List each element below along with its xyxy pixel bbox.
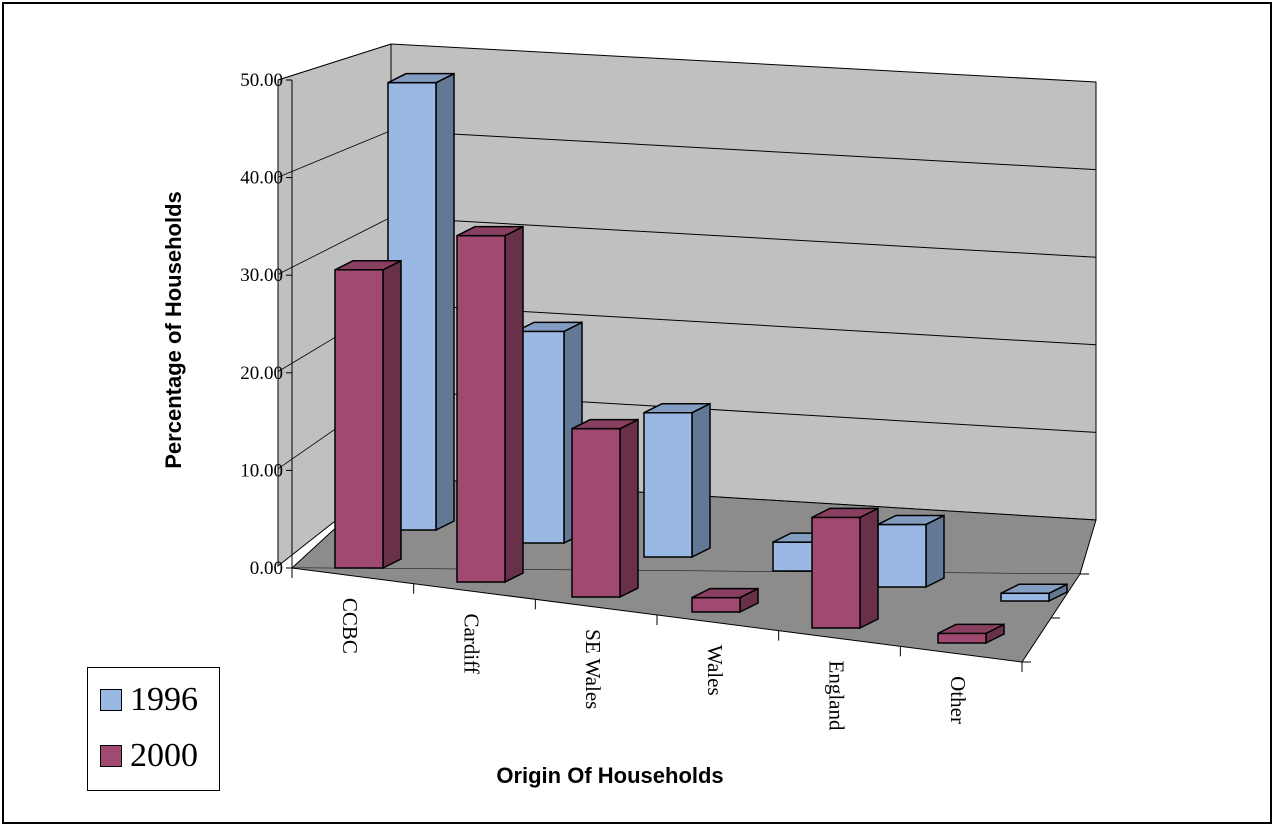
y-tick-label: 20.00 (240, 363, 283, 384)
bar-1996-5-front (1000, 592, 1050, 602)
bar-2000-4 (811, 507, 879, 630)
bar-1996-4 (877, 514, 945, 589)
bar-1996-2-side (691, 402, 711, 559)
y-axis-title: Percentage of Households (161, 191, 186, 469)
y-tick-label: 10.00 (240, 460, 283, 481)
x-axis-title: Origin Of Households (496, 763, 723, 788)
legend-label-1996: 1996 (130, 681, 198, 718)
bar-1996-0-side (435, 72, 455, 532)
bar-2000-5 (937, 623, 1005, 645)
bar-2000-1-side (504, 225, 524, 584)
bar-1996-5 (1000, 583, 1068, 603)
legend-item-2000: 2000 (100, 736, 198, 776)
bar-2000-1-front (456, 234, 506, 583)
legend-label-2000: 2000 (130, 737, 198, 774)
gridline (390, 130, 1097, 171)
x-axis-ticks (291, 568, 1089, 672)
y-tick-label: 30.00 (240, 265, 283, 286)
gridline (390, 216, 1097, 258)
bar-2000-5-front (937, 632, 987, 644)
bar-1996-4-front (877, 523, 927, 588)
bar-2000-4-top (811, 507, 879, 519)
category-label: Other (946, 676, 970, 724)
category-label: CCBC (338, 598, 362, 654)
bar-2000-0 (334, 259, 402, 570)
bar-2000-2-side (619, 418, 639, 599)
legend-swatch-1996 (100, 689, 122, 711)
category-label: Cardiff (460, 614, 484, 674)
bar-2000-1 (456, 225, 524, 584)
bar-1996-1-top (515, 321, 583, 333)
category-label: SE Wales (581, 629, 605, 709)
bar-1996-2 (643, 402, 711, 559)
bar-2000-3-top (691, 587, 759, 599)
category-labels: CCBC Cardiff SE Wales Wales England Other (338, 598, 970, 731)
side-gridline (277, 130, 392, 178)
side-gridline (277, 43, 392, 81)
bar-1996-4-top (877, 514, 945, 526)
y-axis-ticks: 0.00 10.00 20.00 30.00 40.00 50.00 (240, 70, 292, 579)
y-tick-label: 0.00 (250, 558, 283, 579)
bar-1996-1-front (515, 330, 565, 544)
bar-2000-0-side (382, 259, 402, 570)
bar-1996-2-front (643, 411, 693, 558)
category-label: England (825, 661, 849, 731)
bar-2000-2-top (571, 418, 639, 430)
bar-1996-5-top (1000, 583, 1068, 595)
legend: 1996 2000 (87, 667, 220, 791)
y-tick-label: 50.00 (240, 70, 283, 91)
bar-2000-3 (691, 587, 759, 614)
bar-2000-4-side (859, 507, 879, 630)
bar-1996-4-side (925, 514, 945, 589)
bar-2000-5-top (937, 623, 1005, 635)
bar-2000-1-top (456, 225, 524, 237)
bar-2000-2 (571, 418, 639, 599)
bar-2000-0-top (334, 260, 402, 271)
floor-front (292, 568, 1080, 662)
y-tick-label: 40.00 (240, 168, 283, 189)
legend-swatch-2000 (100, 745, 122, 767)
bar-2000-0-front (334, 269, 384, 569)
side-gridline (277, 216, 392, 275)
bar-2000-2-front (571, 427, 621, 598)
bar-1996-2-top (643, 402, 711, 414)
bars (334, 72, 1068, 645)
legend-item-1996: 1996 (100, 680, 198, 720)
category-label: Wales (703, 645, 727, 696)
bar-2000-3-front (691, 596, 741, 613)
bar-2000-4-front (811, 516, 861, 629)
bar-1996-0-top (387, 72, 455, 84)
